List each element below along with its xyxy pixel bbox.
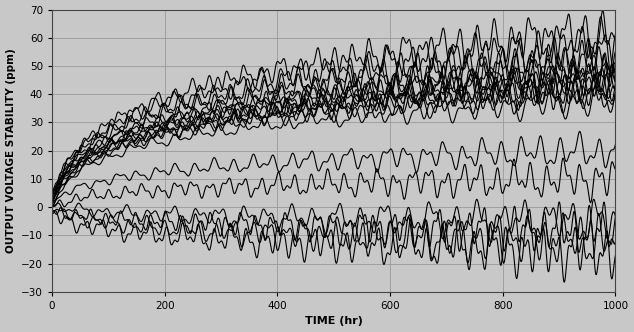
X-axis label: TIME (hr): TIME (hr) xyxy=(305,316,363,326)
Y-axis label: OUTPUT VOLTAGE STABILITY (ppm): OUTPUT VOLTAGE STABILITY (ppm) xyxy=(6,48,16,253)
